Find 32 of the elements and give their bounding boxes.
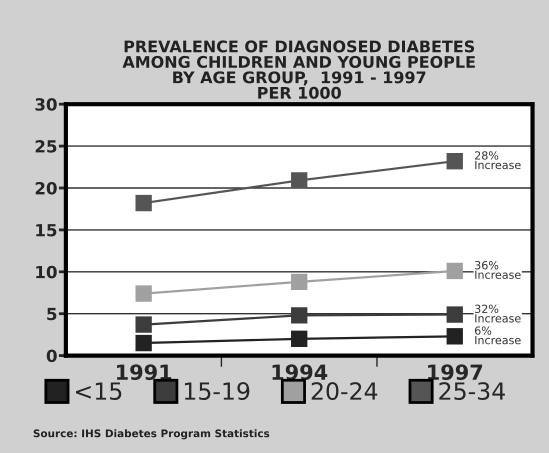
point [135,316,152,333]
annotation: 28% Increase [475,151,521,170]
y-tick-label: 10 [36,266,57,278]
point [291,172,308,189]
y-tick-label: 25 [36,140,56,153]
point [291,307,308,324]
x-tick-label: 1994 [272,364,328,380]
annotation: 6% Increase [474,326,521,344]
y-tick-label: 5 [47,308,56,320]
point [135,194,152,212]
point [135,285,152,302]
legend-label: 15-19 [184,382,250,400]
point [446,306,463,323]
source-note: Source: IHS Diabetes Program Statistics [34,429,270,440]
x-tick-label: 1997 [428,364,482,380]
legend-label: <15 [76,382,122,400]
y-tick-label: 15 [36,224,56,236]
legend-label: 25-34 [439,382,505,400]
chart-title: PREVALENCE OF DIAGNOSED DIABETES AMONG CHILDREN AND YOUNG PEOPLE BY AGE GROUP, 1991 - 1997 PER 1000 [122,40,475,99]
point [291,330,308,348]
y-tick-label: 0 [46,350,57,362]
y-tick-label: 30 [35,98,57,111]
annotation: 36% Increase [475,261,521,279]
point [446,153,463,170]
point [446,262,463,280]
y-tick-label: 20 [36,182,57,195]
x-tick-label: 1991 [117,364,172,380]
point [135,334,152,352]
annotation: 32% Increase [475,304,521,323]
point [446,328,463,344]
legend-label: 20-24 [312,382,378,400]
point [291,274,308,290]
